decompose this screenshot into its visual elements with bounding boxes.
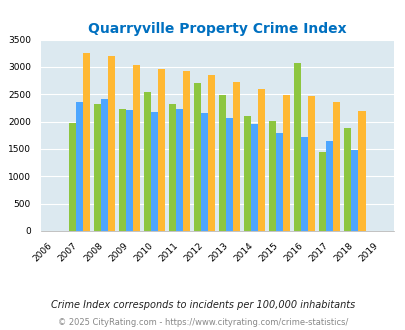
Bar [269,120,276,231]
Bar [283,95,290,231]
Bar [251,124,258,231]
Text: Crime Index corresponds to incidents per 100,000 inhabitants: Crime Index corresponds to incidents per… [51,300,354,310]
Bar [76,102,83,231]
Text: © 2025 CityRating.com - https://www.cityrating.com/crime-statistics/: © 2025 CityRating.com - https://www.city… [58,318,347,327]
Bar [119,109,126,231]
Bar [183,71,190,231]
Bar [176,109,183,231]
Bar [158,69,165,231]
Bar [219,95,226,231]
Bar [319,152,326,231]
Bar [226,118,232,231]
Bar [169,104,176,231]
Bar [351,149,358,231]
Bar [294,63,301,231]
Bar [258,89,264,231]
Bar [201,113,208,231]
Bar [308,96,315,231]
Bar [83,53,90,231]
Bar [126,110,133,231]
Bar [108,56,115,231]
Bar [94,104,101,231]
Title: Quarryville Property Crime Index: Quarryville Property Crime Index [87,22,346,36]
Bar [333,102,340,231]
Bar [301,137,308,231]
Bar [133,65,140,231]
Bar [208,75,215,231]
Bar [232,82,240,231]
Bar [144,92,151,231]
Bar [343,128,351,231]
Bar [244,116,251,231]
Bar [101,99,108,231]
Bar [276,133,283,231]
Bar [194,83,201,231]
Bar [151,112,158,231]
Bar [358,111,364,231]
Bar [326,141,333,231]
Bar [69,123,76,231]
